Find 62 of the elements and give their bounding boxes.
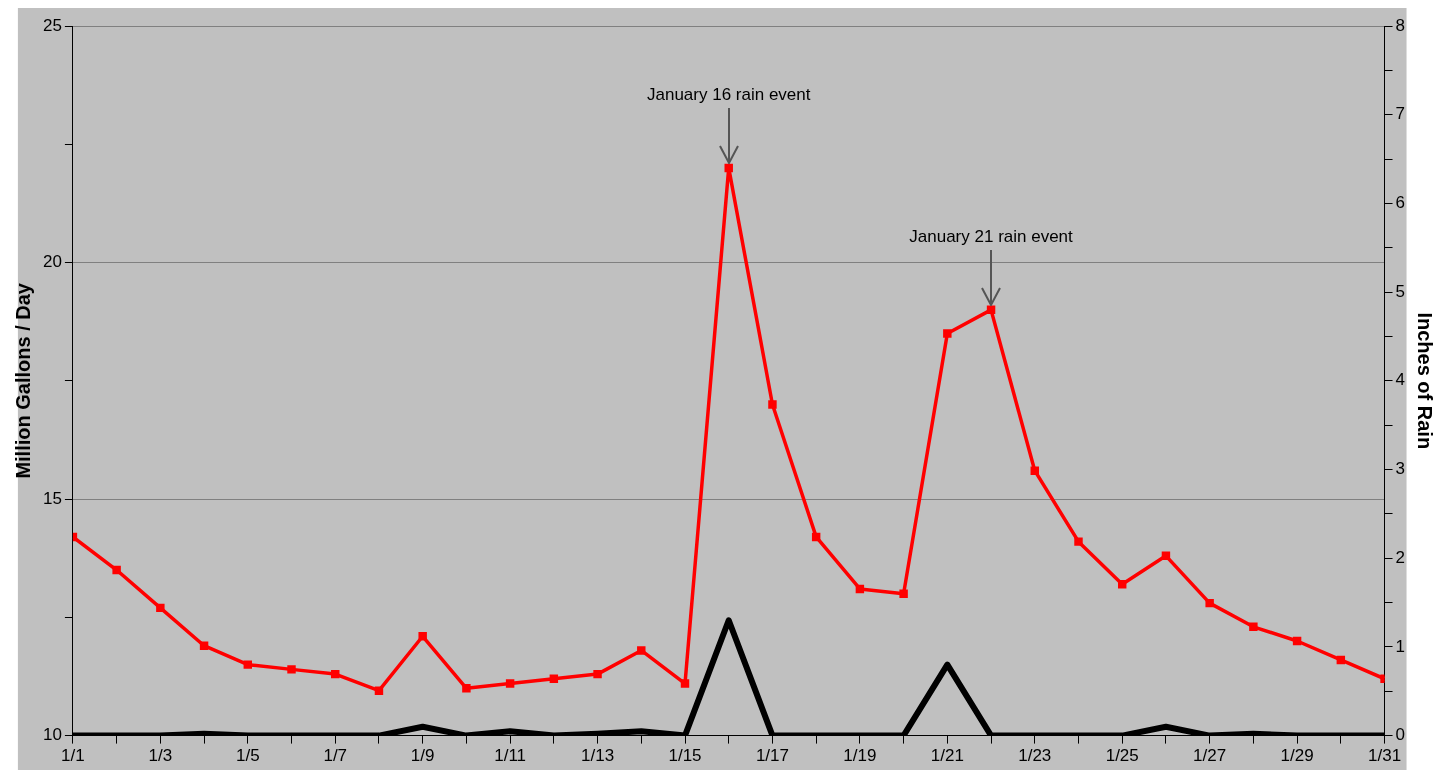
x-tick-label: 1/1 [61,746,85,766]
x-tick-label: 1/29 [1280,746,1314,766]
point [1074,537,1083,546]
x-tick-label: 1/17 [755,746,789,766]
x-tick-label: 1/31 [1368,746,1402,766]
y-tick-label: 25 [42,15,62,35]
point [1205,598,1214,608]
y-tick-label: 15 [42,488,62,508]
y2-tick-label: 4 [1395,370,1406,390]
y-tick-label: 20 [42,252,62,272]
annotation: January 21 rain event [909,227,1074,247]
point [680,679,690,688]
y2-tick-label: 0 [1395,725,1406,745]
point [1292,636,1302,646]
point [986,305,996,315]
point [505,679,515,688]
x-tick-label: 1/7 [323,746,348,766]
point [243,660,253,669]
y2-tick-label: 2 [1395,547,1406,567]
point [1249,622,1258,632]
x-tick-label: 1/19 [843,746,877,766]
point [1030,466,1039,475]
point [462,684,471,693]
x-tick-label: 1/27 [1193,746,1227,766]
x-tick-label: 1/11 [494,746,527,766]
point [855,584,865,594]
y-tick-label: 10 [42,725,62,745]
point [1161,551,1171,561]
y2-axis-title: Inches of Rain [1414,312,1437,450]
x-tick-label: 1/15 [668,746,702,766]
point [724,163,733,173]
point [549,674,559,684]
point [637,646,646,655]
point [899,589,908,598]
y2-tick-label: 3 [1395,459,1406,479]
x-tick-label: 1/3 [148,746,173,766]
point [374,686,384,695]
y2-tick-label: 8 [1395,15,1406,35]
point [768,400,777,409]
point [287,665,296,674]
point [943,329,952,338]
annotation: January 16 rain event [646,85,811,105]
point [199,641,209,650]
point [593,669,602,679]
x-tick-label: 1/5 [235,746,260,766]
point [331,669,340,679]
x-tick-label: 1/9 [410,746,435,766]
x-tick-label: 1/25 [1105,746,1139,766]
point [811,532,821,542]
x-tick-label: 1/23 [1018,746,1052,766]
point [112,565,121,575]
x-tick-label: 1/13 [581,746,615,766]
point [156,603,165,613]
point [418,632,427,641]
point [1336,655,1346,665]
point [1117,579,1127,589]
x-tick-label: 1/21 [930,746,964,766]
y2-tick-label: 5 [1395,281,1406,301]
y2-tick-label: 7 [1395,104,1406,124]
y2-tick-label: 6 [1395,193,1406,213]
y-axis-title: Million Gallons / Day [11,282,34,479]
y2-tick-label: 1 [1395,636,1406,656]
